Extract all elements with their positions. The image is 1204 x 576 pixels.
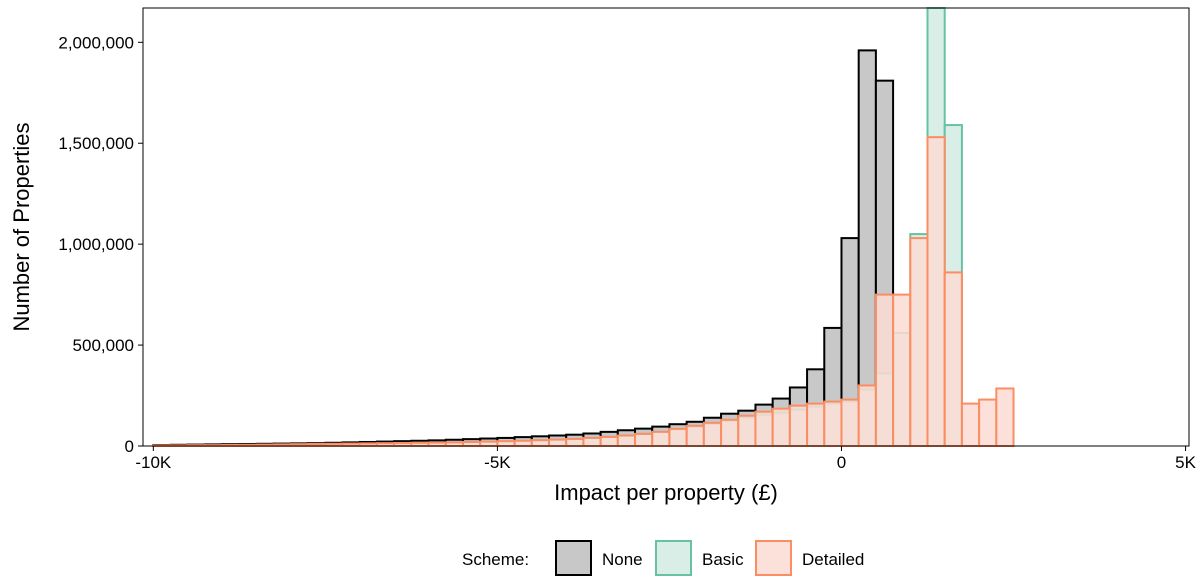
bar-detailed [720,418,740,448]
x-tick-label: 5K [1175,453,1196,472]
x-tick-label: 0 [837,453,846,472]
bar-detailed [461,440,482,448]
bar-detailed [771,407,791,448]
bar-detailed [496,440,516,448]
bar-detailed [823,400,843,448]
y-tick-label: 2,000,000 [58,33,134,52]
bar-detailed [788,404,809,448]
bar-detailed [685,424,705,448]
legend-key-basic [655,540,692,576]
bar-detailed [444,441,464,448]
legend-title: Scheme: [462,550,529,569]
series-basic-bars [152,7,963,448]
y-tick-label: 0 [125,437,134,456]
bar-detailed [582,436,602,448]
bar-detailed [634,432,654,448]
y-tick-label: 1,500,000 [58,134,134,153]
legend-key-none [555,540,592,576]
x-axis-title: Impact per property (£) [554,480,778,505]
bar-detailed [737,414,757,448]
y-axis-ticks: 0 500,000 1,000,000 1,500,000 2,000,000 [58,33,143,456]
bar-detailed [806,402,826,448]
y-tick-label: 1,000,000 [58,235,134,254]
bar-detailed [943,271,963,447]
bar-detailed [599,435,619,448]
bar-detailed [616,434,637,448]
bar-detailed [530,439,551,448]
legend-label-basic: Basic [702,550,744,569]
bar-detailed [651,430,671,448]
bar-detailed [926,136,946,447]
x-tick-label: -5K [484,453,511,472]
x-axis-ticks: -10K -5K 0 5K [135,446,1197,472]
bar-detailed [513,439,533,448]
bar-detailed [702,421,723,448]
bar-detailed [840,398,860,448]
bar-detailed [978,398,998,448]
bar-detailed [909,237,929,447]
bar-detailed [960,402,981,448]
legend-key-detailed [755,540,792,576]
bar-detailed [427,441,447,448]
series-detailed-bars [152,136,1015,448]
series-none-bars [152,49,895,448]
bar-detailed [548,438,568,448]
y-axis-title: Number of Properties [9,122,34,331]
y-tick-label: 500,000 [73,336,134,355]
bar-detailed [857,384,877,447]
legend-label-detailed: Detailed [802,550,864,569]
legend: Scheme: None Basic Detailed [462,540,864,576]
legend-label-none: None [602,550,643,569]
bar-detailed [668,427,688,448]
bar-detailed [995,387,1015,447]
bar-detailed [892,293,912,448]
bar-detailed [565,437,585,448]
bar-detailed [479,440,499,448]
bar-detailed [874,293,895,448]
x-tick-label: -10K [135,453,172,472]
bar-detailed [754,410,774,448]
plot-panel-border [142,7,1190,447]
